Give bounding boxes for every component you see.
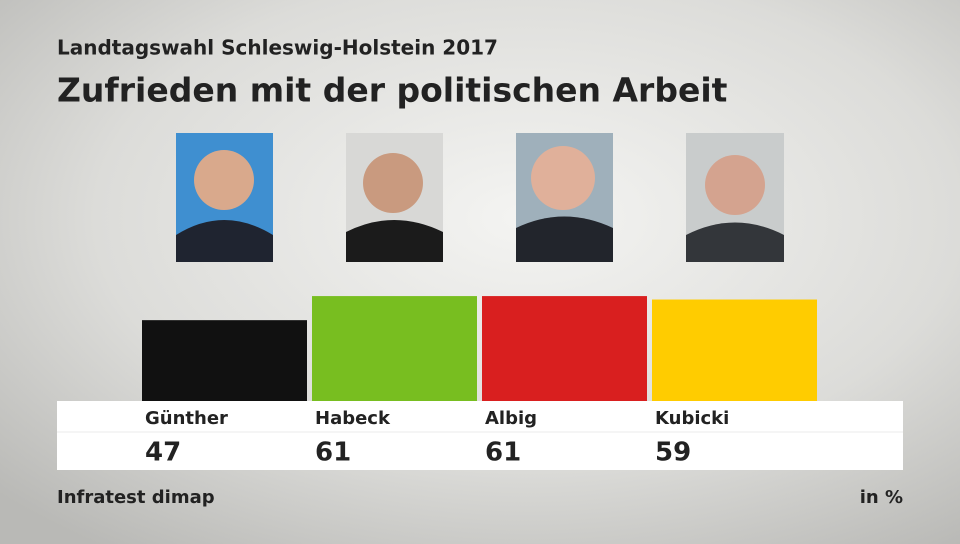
portraits — [176, 133, 784, 262]
value-label: 61 — [315, 438, 351, 468]
category-label: Günther — [145, 408, 228, 429]
unit: in % — [860, 487, 903, 508]
portrait — [686, 133, 784, 262]
bar — [312, 296, 477, 401]
value-label: 59 — [655, 438, 691, 468]
portrait — [176, 133, 273, 262]
chart-title: Zufrieden mit der politischen Arbeit — [57, 71, 728, 110]
label-band — [57, 401, 903, 470]
category-label: Albig — [485, 408, 537, 429]
portrait — [516, 133, 613, 262]
source: Infratest dimap — [57, 487, 215, 508]
value-label: 61 — [485, 438, 521, 468]
chart-subtitle: Landtagswahl Schleswig-Holstein 2017 — [57, 36, 498, 60]
category-label: Habeck — [315, 408, 391, 429]
bar — [652, 299, 817, 401]
bar — [482, 296, 647, 401]
bar — [142, 320, 307, 401]
category-label: Kubicki — [655, 408, 729, 429]
value-label: 47 — [145, 438, 181, 468]
portrait — [346, 133, 443, 262]
